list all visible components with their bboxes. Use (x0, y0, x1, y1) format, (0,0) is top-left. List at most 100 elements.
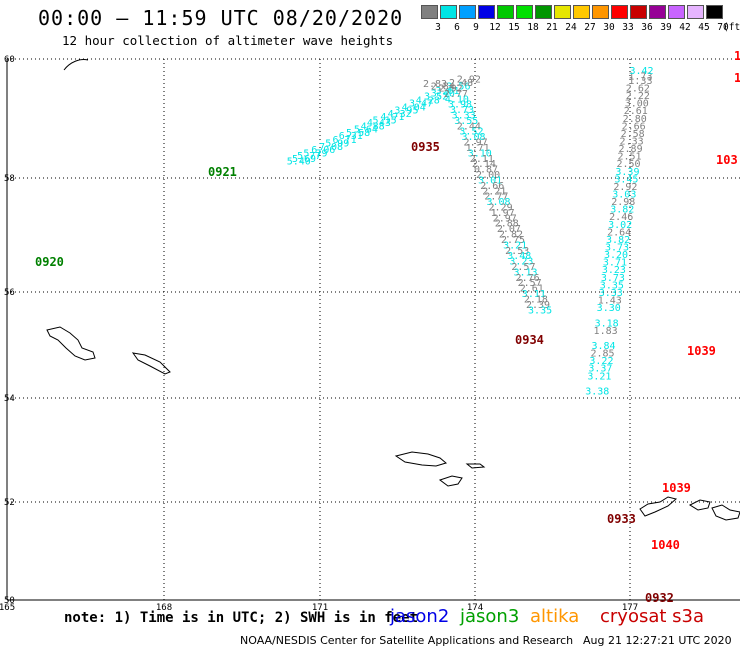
colorbar-label: 3 (435, 22, 441, 33)
colorbar-label: 39 (660, 22, 672, 33)
wave-height-value: 2.53 (505, 246, 529, 257)
wave-height-value: 6.71 (333, 135, 357, 146)
longitude-labels: 165 168 171 174 177 (0, 603, 638, 613)
coastline-segment (711, 504, 740, 521)
wave-height-value: 3.21 (503, 240, 527, 251)
wave-height-value: 3.30 (597, 303, 621, 314)
wave-height-value: 2.92 (613, 182, 637, 193)
wave-height-value: 2.76 (516, 273, 540, 284)
wave-height-value: 4.10 (445, 94, 469, 105)
wave-height-value: 3.40 (431, 88, 455, 99)
wave-height-value: 2.80 (623, 114, 647, 125)
wave-height-value: 2.57 (518, 278, 542, 289)
coastline-segment (465, 463, 486, 469)
colorbar-label: 30 (603, 22, 615, 33)
coastline-segment (639, 496, 678, 517)
wave-height-observations: 5.405.695.775.796.067.085.996.716.315.58… (287, 66, 654, 397)
wave-height-value: 5.99 (325, 139, 349, 150)
colorbar-swatch (687, 5, 704, 19)
colorbar-label: 15 (508, 22, 520, 33)
pass-time-label: 0935 (411, 140, 440, 154)
longitude-label: 177 (622, 603, 638, 613)
wave-height-value: 3.35 (528, 305, 552, 316)
wave-height-value: 2.22 (626, 91, 650, 102)
wave-height-value: 3.61 (435, 86, 459, 97)
longitude-label: 171 (312, 603, 328, 613)
wave-height-value: 5.40 (287, 156, 311, 167)
colorbar-label: 27 (584, 22, 596, 33)
colorbar-swatch (440, 5, 457, 19)
wave-height-value: 7.08 (319, 142, 343, 153)
colorbar-swatch (459, 5, 476, 19)
colorbar-swatch (516, 5, 533, 19)
wave-height-value: 2.61 (624, 106, 648, 117)
pass-time-label: 1039 (687, 344, 716, 358)
coastline (46, 59, 740, 521)
colorbar-label: 42 (679, 22, 691, 33)
wave-height-value: 3.73 (601, 273, 625, 284)
wave-height-value: 4.71 (380, 112, 404, 123)
wave-height-value: 3.20 (604, 250, 628, 261)
wave-height-value: 5.58 (346, 128, 370, 139)
pass-time-label: 1040 (651, 538, 680, 552)
colorbar-label: 9 (473, 22, 479, 33)
map-title: 00:00 – 11:59 UTC 08/20/2020 (38, 6, 404, 30)
wave-height-value: 2.64 (607, 227, 631, 238)
wave-height-value: 3.82 (610, 205, 634, 216)
wave-height-value: 3.55 (454, 116, 478, 127)
wave-height-value: 1.73 (628, 72, 652, 83)
coastline-segment (46, 326, 96, 361)
wave-height-value: 2.11 (470, 154, 494, 165)
wave-height-value: 1.33 (628, 76, 652, 87)
longitude-label: 168 (156, 603, 172, 613)
pass-time-label: 0921 (208, 165, 237, 179)
wave-height-value: 5.77 (297, 151, 321, 162)
legend-jason2: jason2 (390, 606, 450, 627)
longitude-label: 174 (467, 603, 483, 613)
colorbar-label: 70 (717, 22, 729, 33)
wave-height-value: 2.82 (499, 230, 523, 241)
wave-height-value: 2.07 (497, 224, 521, 235)
pass-time-label: 0920 (35, 255, 64, 269)
wave-height-value: 3.52 (424, 92, 448, 103)
colorbar-swatch (706, 5, 723, 19)
wave-height-value: 4.43 (367, 118, 391, 129)
wave-height-value: 3.23 (509, 257, 533, 268)
colorbar-swatch (421, 5, 438, 19)
latitude-label: 58 (4, 174, 15, 184)
colorbar-label: 21 (546, 22, 558, 33)
wave-height-value: 2.98 (611, 197, 635, 208)
wave-height-value: 2.66 (622, 121, 646, 132)
wave-height-value: 2.84 (431, 81, 455, 92)
legend-altika: altika (530, 606, 580, 627)
wave-height-value: 6.06 (311, 145, 335, 156)
coastline-segment (438, 475, 463, 487)
colorbar-label: 45 (698, 22, 710, 33)
colorbar-swatch (668, 5, 685, 19)
colorbar-swatch (554, 5, 571, 19)
wave-height-value: 3.56 (446, 81, 470, 92)
wave-height-value: 3.22 (589, 356, 613, 367)
pass-time-label: 1 (734, 49, 740, 63)
wave-height-value: 2.75 (501, 235, 525, 246)
wave-height-value: 3.39 (615, 167, 639, 178)
colorbar-label: 33 (622, 22, 634, 33)
colorbar-label: 18 (527, 22, 539, 33)
pass-time-labels: 0920 0921 0935 0934 0933 0932 1039 1039 1040 103 1… (35, 49, 740, 605)
wave-height-value: 0.87 (474, 165, 498, 176)
wave-height-value: 2.14 (472, 159, 496, 170)
wave-height-value: 2.92 (439, 83, 463, 94)
pass-time-label: 0934 (515, 333, 544, 347)
wave-height-value: 2.48 (449, 78, 473, 89)
wave-height-value: 3.08 (461, 132, 485, 143)
colorbar-label: 36 (641, 22, 653, 33)
wave-height-value: 3.11 (522, 289, 546, 300)
wave-height-value: 3.03 (612, 189, 636, 200)
latitude-label: 50 (4, 596, 15, 606)
wave-height-value: 2.00 (476, 170, 500, 181)
wave-height-value: 3.95 (394, 106, 418, 117)
wave-height-value: 3.01 (478, 175, 502, 186)
coastline-segment (131, 352, 171, 375)
wave-height-value: 3.47 (409, 99, 433, 110)
